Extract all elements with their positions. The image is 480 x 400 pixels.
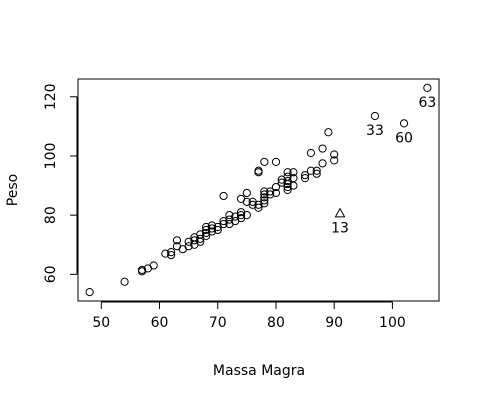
data-points: [85, 83, 432, 297]
data-point: [207, 221, 217, 230]
x-tick-label: 90: [325, 315, 343, 331]
data-point: [201, 231, 211, 240]
data-point: [201, 228, 211, 238]
data-point: [399, 119, 409, 128]
data-point: [231, 212, 240, 221]
data-point: [271, 188, 281, 198]
x-tick-label: 50: [92, 315, 110, 331]
data-point: [190, 236, 199, 245]
data-point: [201, 225, 211, 235]
data-point: [266, 187, 275, 196]
data-point: [423, 83, 432, 92]
data-point: [283, 172, 292, 181]
data-point: [167, 248, 176, 257]
data-point: [242, 188, 251, 198]
data-point: [277, 178, 286, 187]
data-point: [254, 166, 263, 175]
data-point: [161, 249, 170, 258]
data-point: [167, 251, 176, 260]
x-axis: 50 60 70 80 90 100: [92, 301, 406, 331]
data-point: [370, 111, 380, 121]
data-point: [312, 169, 321, 178]
y-tick-label: 100: [43, 143, 59, 170]
y-tick-label: 60: [43, 265, 59, 283]
x-axis-label: Massa Magra: [213, 363, 305, 379]
y-axis-label: Peso: [5, 174, 21, 206]
point-label: 63: [418, 95, 436, 111]
data-point: [312, 166, 321, 175]
data-point: [120, 277, 129, 286]
y-tick-label: 120: [43, 83, 59, 110]
data-point: [207, 224, 217, 233]
data-point: [242, 211, 251, 220]
data-point: [266, 190, 275, 199]
x-tick-label: 60: [151, 315, 169, 331]
data-point: [283, 182, 292, 192]
data-point: [219, 219, 228, 229]
data-point: [207, 227, 217, 236]
x-tick-label: 80: [267, 315, 285, 331]
data-point: [318, 144, 327, 153]
data-point: [330, 156, 339, 165]
data-point: [196, 230, 205, 239]
data-point: [260, 157, 269, 166]
data-point: [225, 211, 234, 220]
y-axis: 60 80 100 120: [43, 83, 78, 283]
data-point: [330, 150, 339, 159]
data-point: [289, 174, 298, 183]
point-labels: 33 60 63 13: [331, 95, 436, 237]
plot-frame: [77, 78, 440, 302]
data-point: [300, 171, 310, 180]
point-label: 33: [366, 123, 384, 139]
data-point: [318, 159, 327, 168]
data-point: [149, 261, 158, 270]
point-label: 13: [331, 221, 349, 237]
point-label: 60: [395, 130, 413, 146]
data-point: [184, 242, 193, 251]
data-point: [271, 157, 281, 166]
data-point-triangle: [334, 207, 346, 218]
x-tick-label: 100: [379, 315, 406, 331]
data-point: [283, 168, 292, 177]
data-point: [260, 199, 269, 208]
data-point: [306, 148, 316, 158]
data-point: [324, 128, 333, 137]
data-point: [300, 174, 310, 183]
data-point: [260, 196, 269, 205]
x-tick-label: 70: [209, 315, 227, 331]
data-point: [137, 265, 147, 275]
y-tick-label: 80: [43, 206, 59, 224]
data-point: [236, 211, 246, 220]
data-point: [254, 200, 263, 209]
data-point: [254, 203, 263, 212]
data-point: [289, 168, 298, 177]
data-point: [172, 236, 182, 245]
data-point: [201, 222, 211, 232]
data-point: [283, 185, 292, 195]
data-point: [213, 225, 222, 235]
data-point: [219, 191, 228, 201]
data-point: [85, 288, 94, 297]
data-point: [271, 182, 281, 192]
